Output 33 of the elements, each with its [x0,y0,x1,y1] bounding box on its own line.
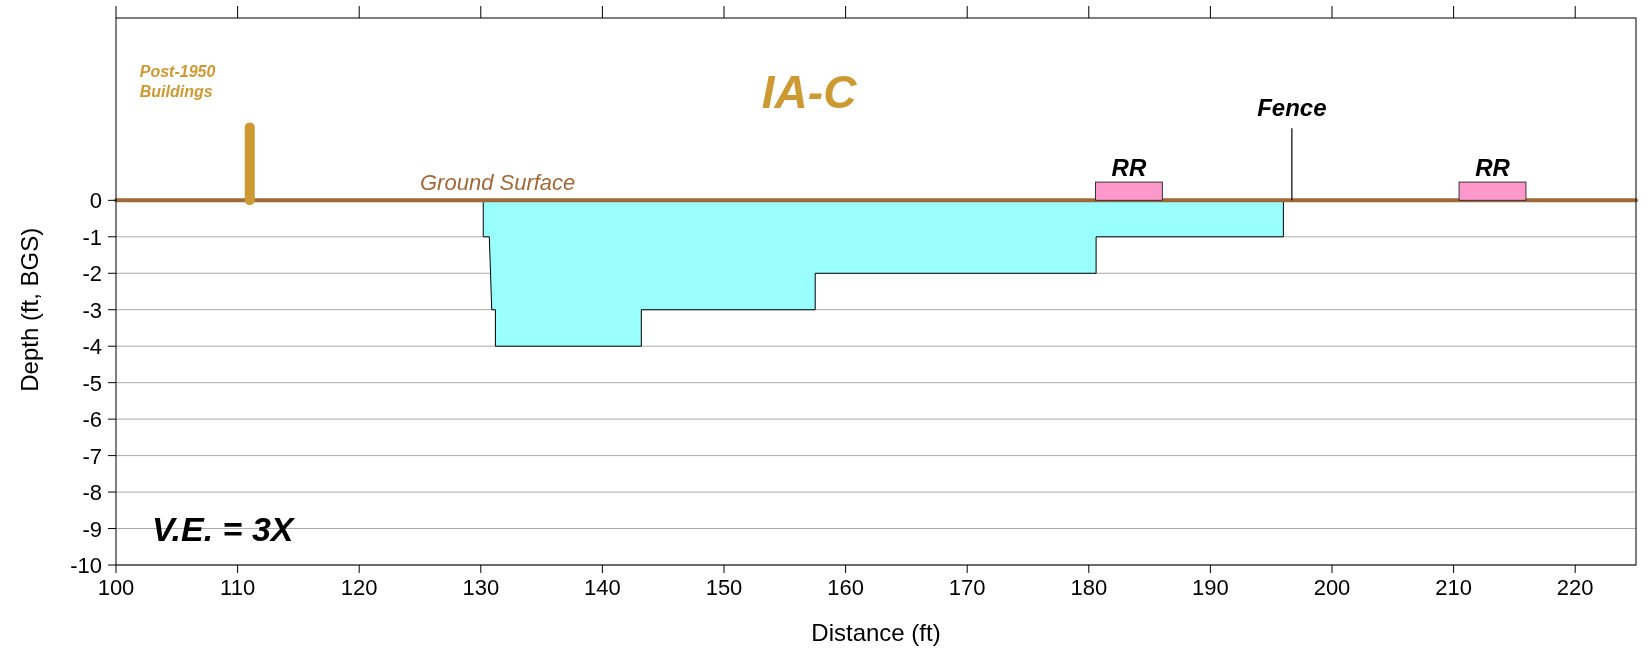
y-tick-label: 0 [89,188,102,214]
y-tick-label: -6 [82,407,102,433]
y-tick-label: -2 [82,261,102,287]
y-tick-label: -8 [82,480,102,506]
y-tick-label: -3 [82,297,102,323]
y-axis-title: Depth (ft, BGS) [16,227,43,392]
series-label: RR [1111,154,1147,182]
annotation: Fence [1257,94,1327,122]
y-tick-label: -5 [82,370,102,396]
x-tick-label: 190 [1192,575,1229,600]
x-tick-label: 120 [340,575,378,600]
x-tick-label: 170 [948,575,986,600]
x-tick-label: 110 [220,575,256,600]
y-tick-label: -1 [82,224,102,250]
x-tick-label: 150 [705,575,743,600]
y-tick-label: -9 [82,516,102,542]
x-tick-label: 130 [462,575,500,600]
x-tick-label: 100 [97,575,135,600]
text: IA-C [761,66,858,118]
x-tick-label: 160 [827,575,864,600]
y-tick-label: -4 [82,334,102,360]
x-tick-label: 180 [1070,575,1108,600]
text: RR [1475,154,1510,182]
x-axis-title: Distance (ft) [811,619,941,646]
text: Post-1950 Buildings [139,63,216,101]
x-tick-label: 220 [1556,575,1594,600]
x-tick-label: 140 [584,575,621,600]
x-tick-label: 210 [1435,575,1472,600]
annotation: V.E. = 3X [152,509,296,548]
series-label: Ground Surface [420,170,576,196]
x-tick-label: 200 [1313,575,1351,600]
y-tick-label: -10 [70,553,102,578]
y-tick-label: -7 [82,443,102,469]
